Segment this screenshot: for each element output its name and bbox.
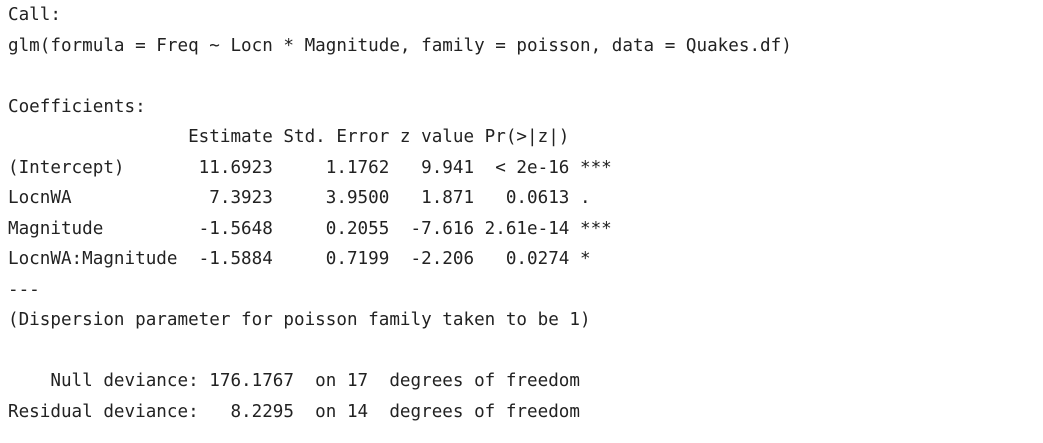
coefficient-row-interaction: LocnWA:Magnitude -1.5884 0.7199 -2.206 0… <box>8 249 591 269</box>
significance-separator: --- <box>8 279 40 300</box>
coefficient-row-intercept: (Intercept) 11.6923 1.1762 9.941 < 2e-16… <box>8 157 612 178</box>
glm-formula-line: glm(formula = Freq ~ Locn * Magnitude, f… <box>8 35 792 56</box>
residual-deviance-line: Residual deviance: 8.2295 on 14 degrees … <box>8 401 580 422</box>
coefficient-row-magnitude: Magnitude -1.5648 0.2055 -7.616 2.61e-14… <box>8 218 612 239</box>
coefficients-table-header: Estimate Std. Error z value Pr(>|z|) <box>8 127 570 147</box>
null-deviance-line: Null deviance: 176.1767 on 17 degrees of… <box>8 371 580 391</box>
coefficients-heading: Coefficients: <box>8 96 146 117</box>
call-heading: Call: <box>8 5 61 25</box>
coefficient-row-locnwa: LocnWA 7.3923 3.9500 1.871 0.0613 . <box>8 188 591 208</box>
dispersion-note: (Dispersion parameter for poisson family… <box>8 310 591 330</box>
blank-line <box>8 61 1043 92</box>
blank-line <box>8 336 1043 367</box>
r-console-output: Call: glm(formula = Freq ~ Locn * Magnit… <box>8 0 1043 443</box>
